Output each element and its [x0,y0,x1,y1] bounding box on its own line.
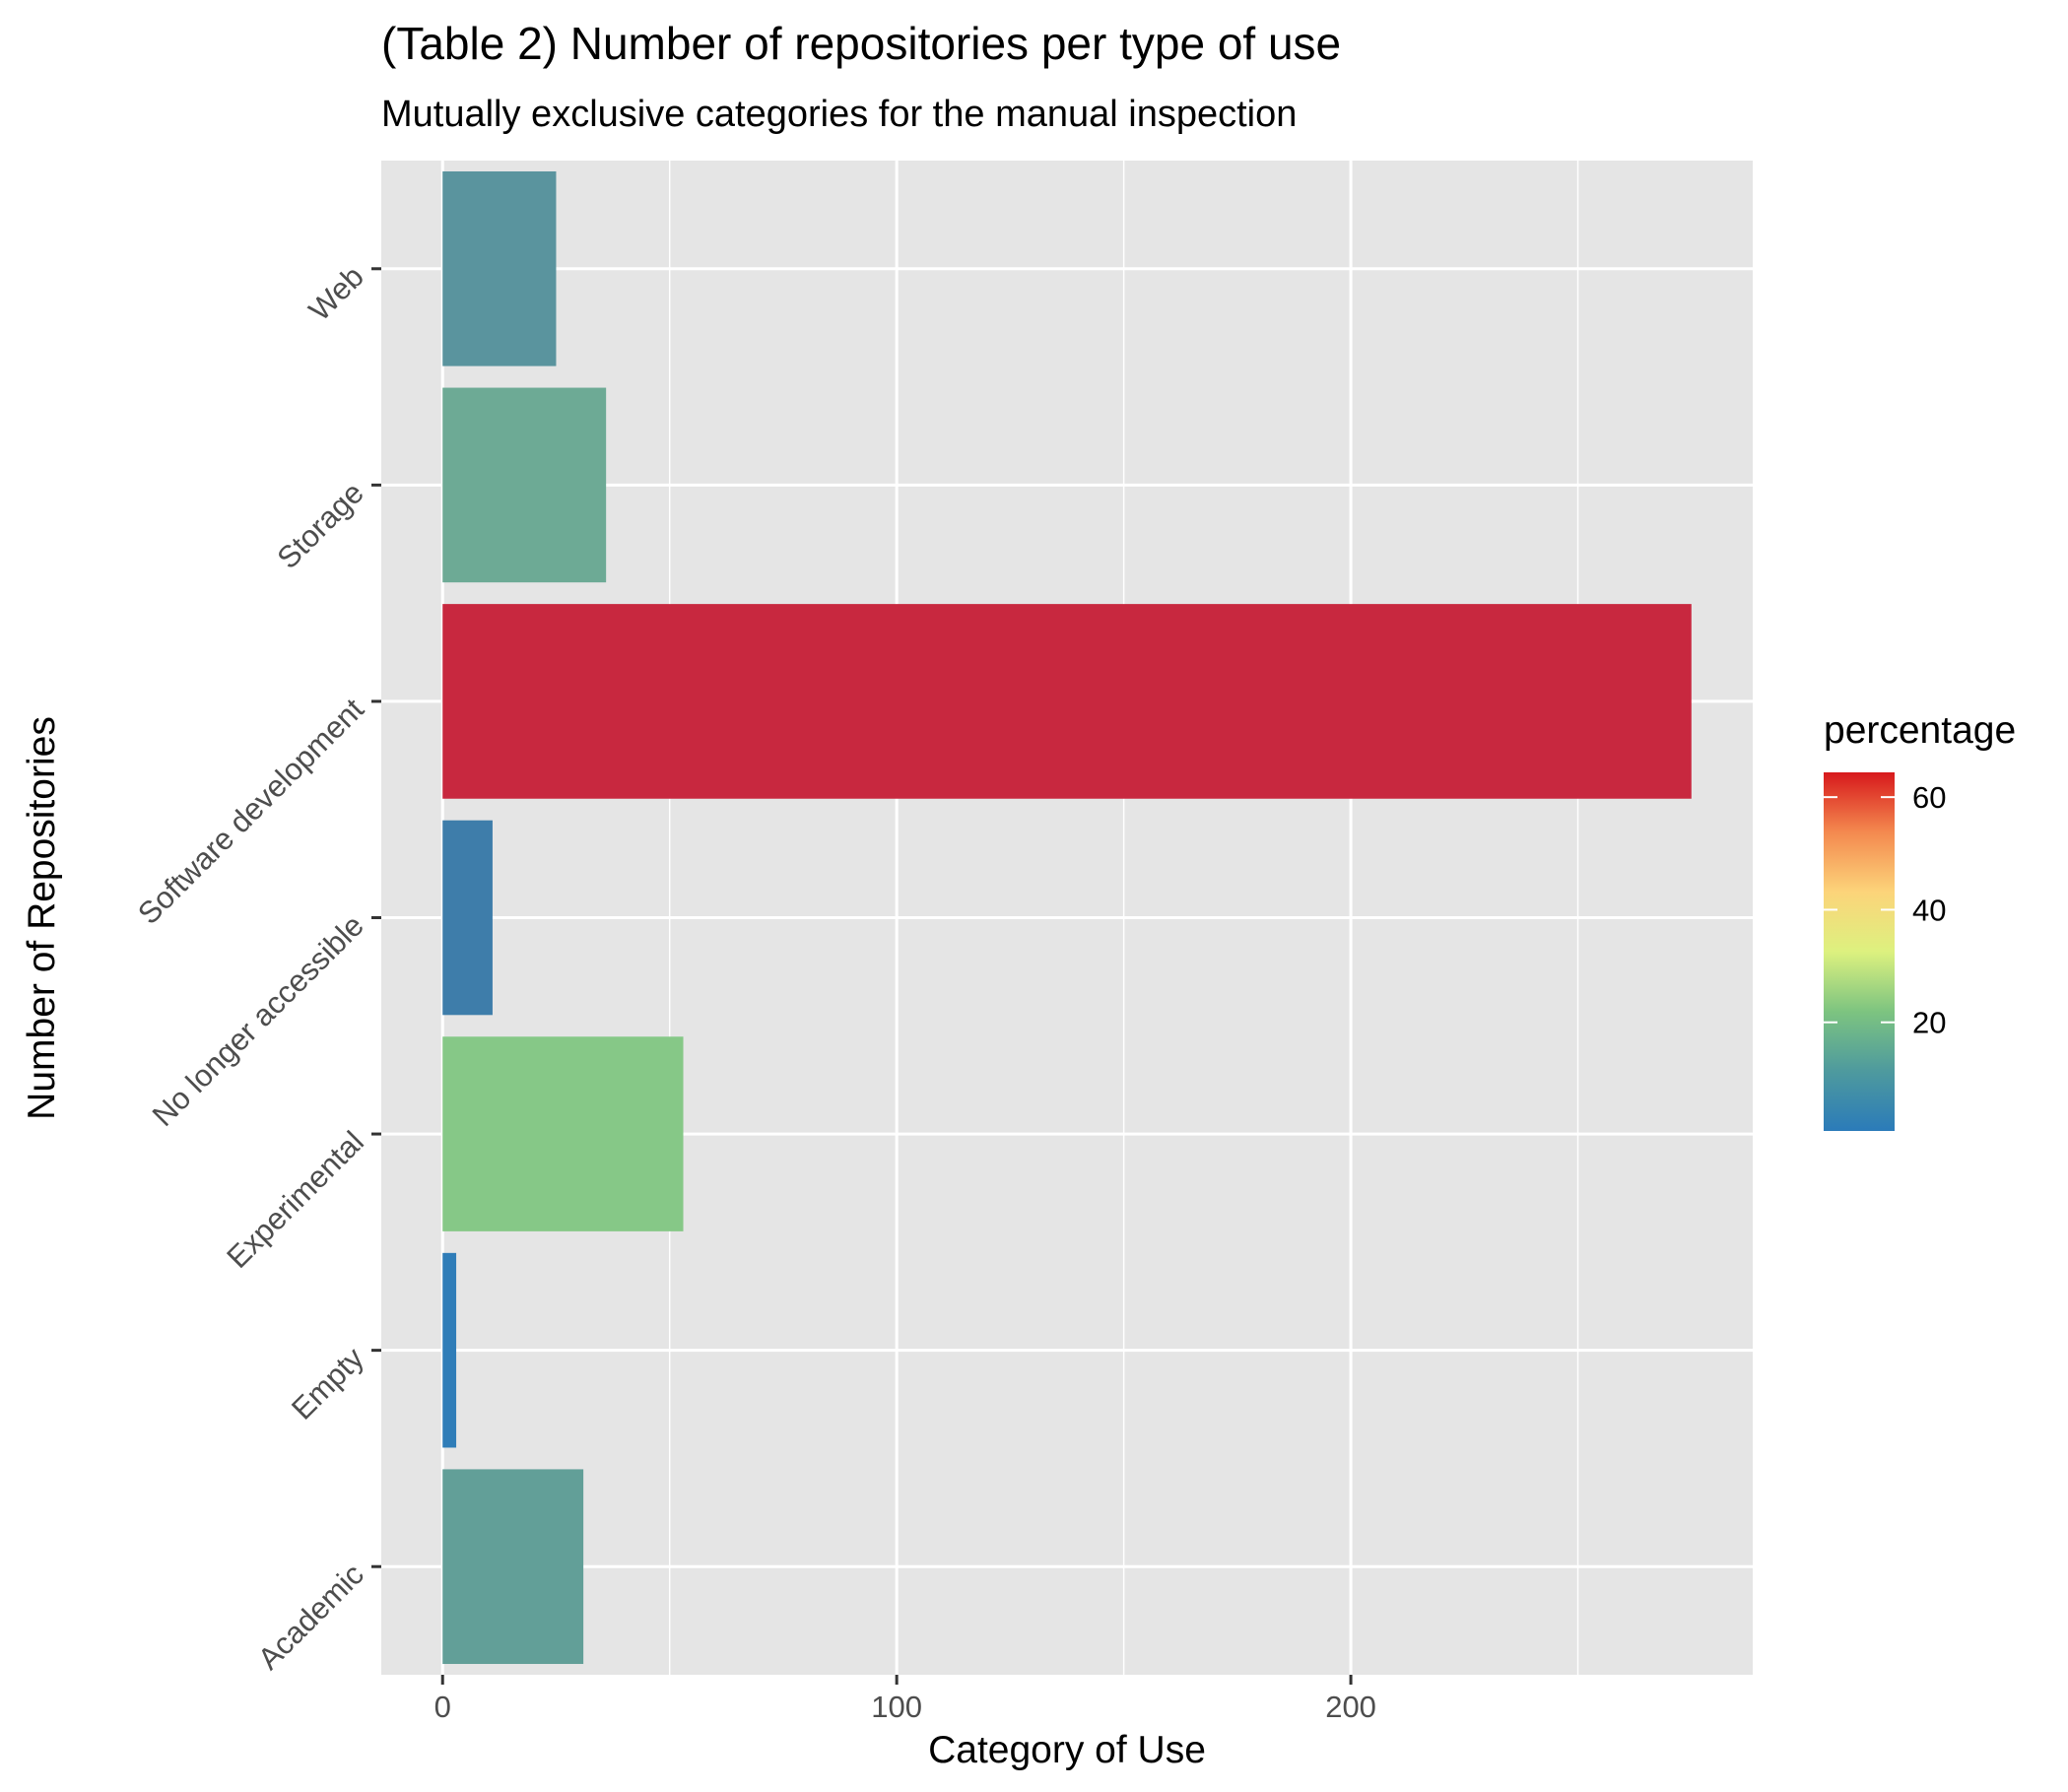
bar-web [442,170,557,366]
y-tick-label: Empty [285,1340,370,1426]
legend-colorbar [1824,772,1895,1131]
y-tick-label: Software development [131,692,370,931]
y-axis-title: Number of Repositories [21,716,63,1120]
legend-tick-label: 20 [1912,1006,1946,1040]
bar-academic [442,1469,584,1665]
chart-title: (Table 2) Number of repositories per typ… [381,18,1341,69]
y-tick-label: Web [302,259,370,327]
bar-empty [442,1252,457,1448]
bar-no-longer-accessible [442,820,493,1016]
x-tick-label: 100 [871,1690,922,1724]
legend: percentage 20 40 60 [1824,709,2016,1131]
x-axis-title: Category of Use [928,1729,1206,1771]
bar-software-development [442,604,1692,799]
y-tick-label: Academic [251,1557,370,1676]
x-tick-label: 200 [1325,1690,1376,1724]
y-tick-label: No longer accessible [146,908,370,1133]
y-tick-label: Experimental [220,1124,370,1275]
x-tick-label: 0 [434,1690,451,1724]
bars [442,170,1692,1665]
bar-experimental [442,1036,684,1231]
y-tick-label: Storage [270,476,370,576]
legend-tick-label: 60 [1912,780,1946,815]
x-axis: 0 100 200 [434,1675,1376,1724]
legend-ticks: 20 40 60 [1824,780,1946,1040]
legend-tick-label: 40 [1912,893,1946,927]
bar-storage [442,387,607,583]
legend-title: percentage [1824,709,2016,752]
chart-subtitle: Mutually exclusive categories for the ma… [381,94,1297,135]
